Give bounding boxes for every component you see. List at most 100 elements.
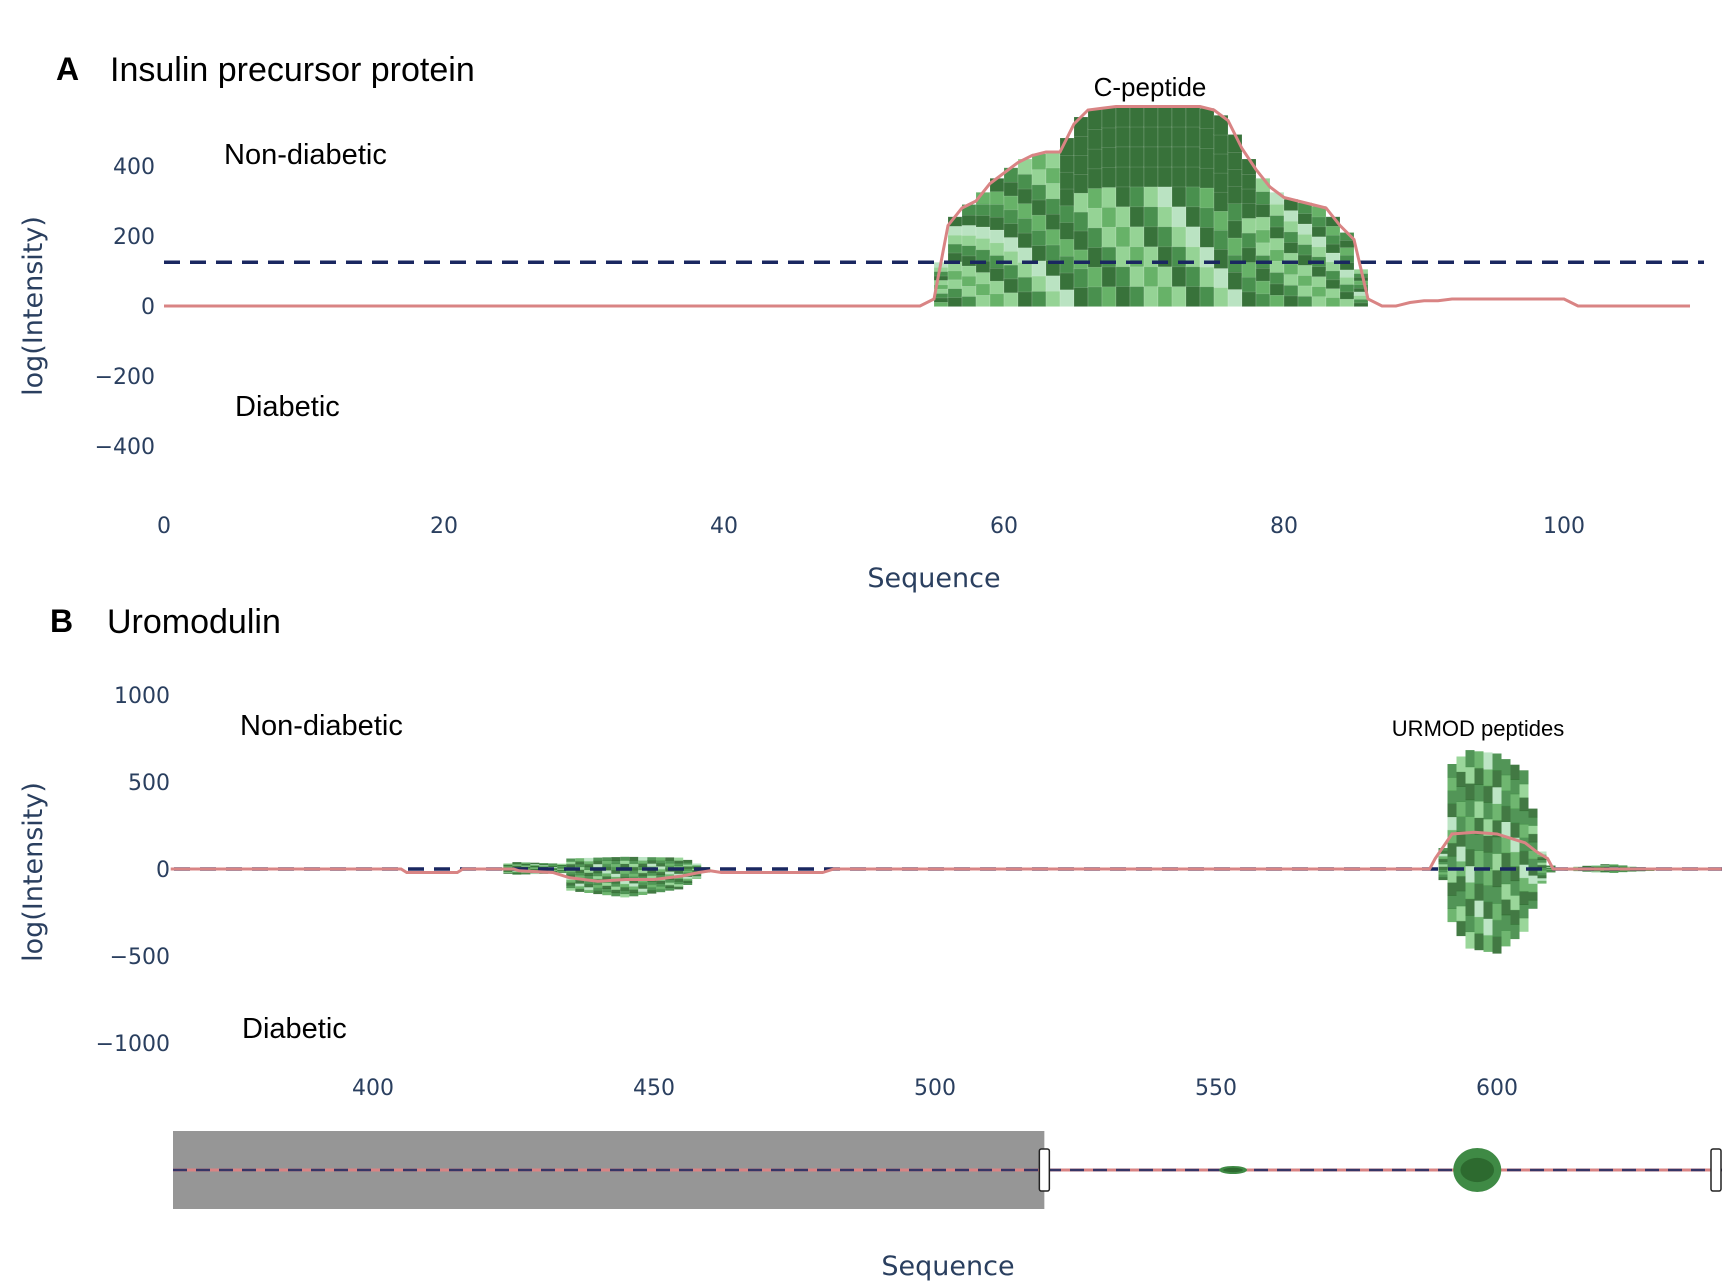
peptide-bar <box>1213 210 1229 231</box>
peptide-bar <box>1528 899 1538 909</box>
range-slider-right-handle[interactable] <box>1710 1148 1722 1192</box>
y-tick-label: 400 <box>113 155 155 180</box>
peptide-bar <box>1101 126 1117 148</box>
peptide-bar <box>1087 167 1103 189</box>
peptide-bar <box>629 873 639 877</box>
peptide-bar <box>1537 880 1547 884</box>
range-slider[interactable] <box>173 1131 1722 1209</box>
peptide-bar <box>1031 229 1047 246</box>
peptide-bar <box>674 883 684 887</box>
x-tick-label: 550 <box>1195 1076 1237 1101</box>
peptide-bar <box>665 862 675 867</box>
peptide-bar <box>1199 226 1215 248</box>
peptide-bar <box>530 867 540 869</box>
peptide-bar <box>1546 868 1556 870</box>
peptide-bar <box>611 889 621 894</box>
peptide-bar <box>1519 850 1529 865</box>
peptide-bar <box>1171 126 1187 148</box>
peptide-bar <box>1283 209 1299 222</box>
y-tick-label: 500 <box>128 771 170 796</box>
peptide-bar <box>1241 290 1257 307</box>
panel-b-title: Uromodulin <box>107 603 281 641</box>
peptide-bar <box>1017 261 1033 278</box>
peptide-bar <box>1528 875 1538 884</box>
peptide-bar <box>1519 770 1529 785</box>
peptide-bar <box>1546 871 1556 873</box>
peptide-bar <box>1501 805 1511 822</box>
panel-b-plot-area[interactable] <box>170 750 1722 954</box>
peptide-bar <box>989 190 1005 205</box>
peptide-bar <box>557 865 567 868</box>
peptide-bar <box>521 872 531 875</box>
peptide-bar <box>1269 226 1285 239</box>
peptide-bar <box>1241 188 1257 204</box>
peptide-bar <box>1501 836 1511 854</box>
peptide-bar <box>1143 166 1159 188</box>
peptide-bar <box>1447 816 1457 831</box>
peptide-bar <box>557 871 567 874</box>
peptide-bar <box>503 866 513 869</box>
peptide-bar <box>611 857 621 861</box>
peptide-bar <box>611 876 621 881</box>
peptide-bar <box>1143 225 1159 248</box>
peptide-bar <box>1447 777 1457 791</box>
peptide-bar <box>1241 232 1257 249</box>
peptide-bar <box>1157 106 1173 128</box>
peptide-bar <box>620 873 630 878</box>
peptide-bar <box>1519 837 1529 852</box>
peptide-bar <box>1297 264 1313 276</box>
peptide-bar <box>1171 225 1187 248</box>
peptide-bar <box>1339 276 1355 285</box>
peptide-bar <box>665 871 675 875</box>
peptide-bar <box>1255 229 1271 244</box>
peptide-bar <box>1456 920 1466 937</box>
peptide-bar <box>593 875 603 880</box>
peptide-bar <box>1474 784 1484 802</box>
peptide-bar <box>989 229 1005 244</box>
peptide-bar <box>1129 106 1145 128</box>
peptide-bar <box>1185 265 1201 287</box>
peptide-bar <box>1171 186 1187 208</box>
peptide-bar <box>1528 883 1538 893</box>
peptide-bar <box>575 874 585 879</box>
peptide-bar <box>1492 903 1502 921</box>
peptide-bar <box>521 866 531 868</box>
peptide-bar <box>1510 822 1520 838</box>
peptide-bar <box>1510 909 1520 925</box>
peptide-bar <box>975 248 991 262</box>
peptide-bar <box>1157 265 1173 287</box>
peptide-bar <box>1073 135 1089 156</box>
peptide-bar <box>611 860 621 865</box>
peptide-bar <box>1283 262 1299 275</box>
peptide-bar <box>975 214 991 228</box>
peptide-bar <box>647 881 657 885</box>
peptide-bar <box>1609 870 1619 873</box>
peptide-bar <box>647 887 657 891</box>
peptide-bar <box>1474 850 1484 868</box>
panel-a: A Insulin precursor protein C-peptide No… <box>18 51 1704 594</box>
slider-peptide-blob <box>1223 1167 1243 1173</box>
peptide-bar <box>1438 855 1448 860</box>
peptide-bar <box>1255 190 1271 205</box>
range-slider-left-handle[interactable] <box>1038 1148 1051 1192</box>
peptide-bar <box>674 886 684 890</box>
peptide-bar <box>1199 246 1215 268</box>
peptide-bar <box>947 278 963 290</box>
peptide-bar <box>1456 816 1466 832</box>
peptide-bar <box>593 869 603 874</box>
peptide-bar <box>593 872 603 877</box>
panel-a-plot-area[interactable] <box>164 105 1704 308</box>
peptide-bar <box>1241 276 1257 293</box>
peptide-bar <box>1492 886 1502 904</box>
peptide-bar <box>961 295 977 307</box>
peptide-bar <box>1325 225 1341 236</box>
peptide-bar <box>1492 853 1502 871</box>
peptide-bar <box>1129 265 1145 287</box>
peptide-bar <box>1510 880 1520 896</box>
peptide-bar <box>638 875 648 880</box>
peptide-bar <box>674 878 684 882</box>
peptide-bar <box>611 863 621 868</box>
peptide-bar <box>1143 126 1159 148</box>
peptide-bar <box>1087 266 1103 288</box>
peptide-bar <box>1171 166 1187 188</box>
